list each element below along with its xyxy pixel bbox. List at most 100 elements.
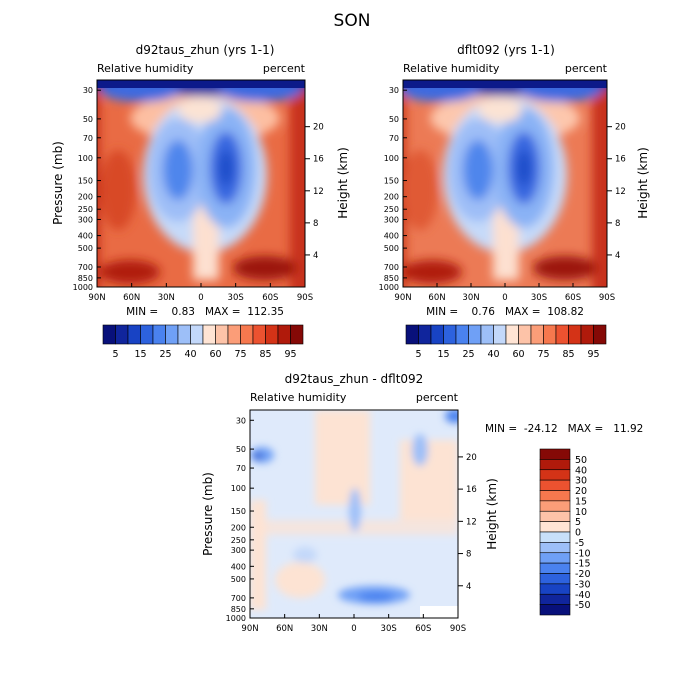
colorbar-label: 5 xyxy=(575,517,581,528)
colorbar-swatch xyxy=(480,324,494,345)
colorbar-swatch xyxy=(580,324,594,345)
y-tick-label: 50 xyxy=(83,115,93,124)
y-tick-label: 500 xyxy=(78,244,93,253)
colorbar-swatch xyxy=(539,521,571,533)
y2-tick-label: 4 xyxy=(466,582,471,592)
y-tick-label: 100 xyxy=(78,154,93,163)
y-tick-label: 150 xyxy=(231,507,246,516)
colorbar-swatch xyxy=(539,448,571,460)
colorbar-swatch xyxy=(539,510,571,522)
y-tick-label: 400 xyxy=(231,562,246,571)
colorbar-label: 15 xyxy=(575,496,587,507)
colorbar-swatch xyxy=(443,324,457,345)
colorbar-label: 85 xyxy=(562,349,574,360)
colorbar-swatch xyxy=(568,324,582,345)
colorbar-swatch xyxy=(418,324,432,345)
colorbar-swatch xyxy=(127,324,141,345)
panel-1-y2label: Height (km) xyxy=(336,147,350,218)
y-tick-label: 200 xyxy=(384,193,399,202)
y-tick-label: 70 xyxy=(236,464,246,473)
y-tick-label: 70 xyxy=(83,134,93,143)
y-tick-label: 700 xyxy=(384,263,399,272)
panel-3-colorbar xyxy=(539,448,571,616)
colorbar-swatch xyxy=(543,324,557,345)
colorbar-label: 20 xyxy=(575,486,587,497)
panel-3-field xyxy=(250,410,458,618)
colorbar-swatch xyxy=(202,324,216,345)
colorbar-swatch xyxy=(227,324,241,345)
x-tick-label: 30N xyxy=(158,293,175,303)
panel-1-title: d92taus_zhun (yrs 1-1) xyxy=(136,43,275,57)
colorbar-label: 40 xyxy=(184,349,196,360)
colorbar-swatch xyxy=(539,469,571,481)
panel-1-right-label: percent xyxy=(263,62,306,75)
colorbar-swatch xyxy=(140,324,154,345)
colorbar-label: 15 xyxy=(437,349,449,360)
colorbar-swatch xyxy=(539,552,571,564)
x-tick-label: 60S xyxy=(415,624,431,634)
panel-2-y2-ticks: 20 16 12 8 4 xyxy=(607,123,626,261)
colorbar-swatch xyxy=(265,324,279,345)
panel-1-field xyxy=(97,80,305,287)
panel-3-ylabel: Pressure (mb) xyxy=(201,472,215,556)
y-tick-label: 500 xyxy=(231,575,246,584)
x-tick-label: 90S xyxy=(297,293,313,303)
x-tick-label: 90S xyxy=(599,293,615,303)
x-tick-label: 30S xyxy=(228,293,244,303)
y-tick-label: 250 xyxy=(231,536,246,545)
x-tick-label: 60N xyxy=(428,293,445,303)
colorbar-label: 95 xyxy=(587,349,599,360)
x-tick-label: 0 xyxy=(351,624,356,634)
colorbar-swatch xyxy=(530,324,544,345)
y2-tick-label: 20 xyxy=(615,123,626,133)
y-tick-label: 250 xyxy=(78,205,93,214)
y-tick-label: 300 xyxy=(384,215,399,224)
colorbar-label: -5 xyxy=(575,538,584,549)
colorbar-swatch xyxy=(177,324,191,345)
y2-tick-label: 12 xyxy=(615,187,626,197)
panel-1-left-label: Relative humidity xyxy=(97,62,194,75)
y2-tick-label: 4 xyxy=(615,251,620,261)
colorbar-swatch xyxy=(539,604,571,616)
panel-1-ylabel: Pressure (mb) xyxy=(51,141,65,225)
panel-3-y2-ticks: 20 16 12 8 4 xyxy=(458,453,477,592)
panel-2-right-label: percent xyxy=(565,62,608,75)
colorbar-swatch xyxy=(115,324,129,345)
y-tick-label: 250 xyxy=(384,205,399,214)
colorbar-swatch xyxy=(455,324,469,345)
y-tick-label: 150 xyxy=(78,177,93,186)
colorbar-label: 40 xyxy=(575,465,587,476)
panel-2-colorbar xyxy=(405,324,607,345)
y-tick-label: 1000 xyxy=(379,283,399,292)
colorbar-swatch xyxy=(539,479,571,491)
y-tick-label: 1000 xyxy=(73,283,93,292)
panel-1-colorbar-labels: 5 15 25 40 60 75 85 95 xyxy=(112,349,296,360)
colorbar-label: -15 xyxy=(575,559,591,570)
y-tick-label: 200 xyxy=(78,193,93,202)
colorbar-label: 15 xyxy=(134,349,146,360)
colorbar-swatch xyxy=(539,583,571,595)
y-tick-label: 850 xyxy=(78,274,93,283)
y-tick-label: 850 xyxy=(231,605,246,614)
x-tick-label: 90S xyxy=(450,624,466,634)
panel-3-right-label: percent xyxy=(416,391,459,404)
colorbar-swatch xyxy=(165,324,179,345)
colorbar-label: 5 xyxy=(112,349,118,360)
colorbar-label: 85 xyxy=(259,349,271,360)
colorbar-swatch xyxy=(539,500,571,512)
colorbar-swatch xyxy=(102,324,116,345)
y-tick-label: 150 xyxy=(384,177,399,186)
y-tick-label: 700 xyxy=(231,594,246,603)
colorbar-label: 25 xyxy=(462,349,474,360)
y2-tick-label: 8 xyxy=(466,550,471,560)
y2-tick-label: 20 xyxy=(466,453,477,463)
y-tick-label: 70 xyxy=(389,134,399,143)
y2-tick-label: 20 xyxy=(313,123,324,133)
panel-2: dflt092 (yrs 1-1) Relative humidity perc… xyxy=(379,43,650,360)
colorbar-swatch xyxy=(430,324,444,345)
colorbar-swatch xyxy=(593,324,607,345)
colorbar-label: 0 xyxy=(575,528,581,539)
